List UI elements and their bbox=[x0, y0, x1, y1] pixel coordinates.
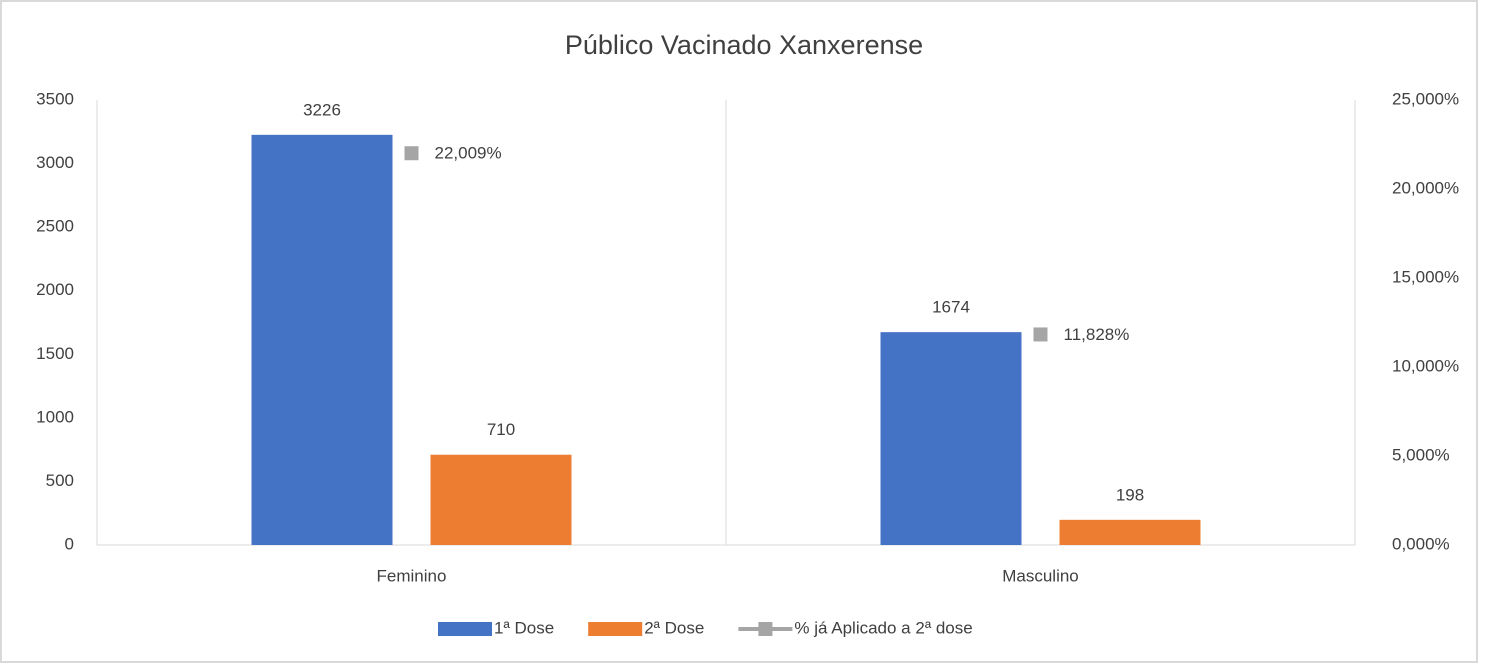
legend-label: 2ª Dose bbox=[644, 618, 704, 637]
y-tick-label: 1500 bbox=[36, 344, 74, 363]
chart-title: Público Vacinado Xanxerense bbox=[565, 30, 923, 60]
legend-label: % já Aplicado a 2ª dose bbox=[794, 618, 972, 637]
y-tick-label: 2000 bbox=[36, 280, 74, 299]
data-label: 3226 bbox=[303, 100, 341, 119]
y2-tick-label: 20,000% bbox=[1392, 178, 1459, 197]
y-tick-label: 0 bbox=[65, 534, 74, 553]
data-label: 198 bbox=[1116, 485, 1144, 504]
x-tick-label: Feminino bbox=[377, 566, 447, 585]
x-tick-label: Masculino bbox=[1002, 566, 1079, 585]
marker bbox=[1033, 327, 1048, 342]
y2-tick-label: 10,000% bbox=[1392, 356, 1459, 375]
y2-tick-label: 0,000% bbox=[1392, 534, 1450, 553]
y-tick-label: 2500 bbox=[36, 217, 74, 236]
y2-tick-label: 5,000% bbox=[1392, 445, 1450, 464]
bar bbox=[251, 134, 393, 545]
legend-swatch bbox=[438, 622, 492, 636]
legend-swatch bbox=[588, 622, 643, 636]
bar bbox=[880, 332, 1022, 545]
bar bbox=[430, 454, 572, 545]
y2-tick-label: 15,000% bbox=[1392, 267, 1459, 286]
data-label: 11,828% bbox=[1064, 325, 1130, 344]
y-tick-label: 1000 bbox=[36, 407, 74, 426]
y-tick-label: 3000 bbox=[36, 153, 74, 172]
y-tick-label: 3500 bbox=[36, 89, 74, 108]
legend-marker bbox=[758, 622, 773, 636]
data-label: 1674 bbox=[932, 298, 970, 317]
y-tick-label: 500 bbox=[46, 471, 74, 490]
marker bbox=[404, 146, 419, 161]
data-label: 710 bbox=[487, 420, 515, 439]
data-label: 22,009% bbox=[435, 144, 502, 163]
bar bbox=[1059, 519, 1201, 545]
legend-label: 1ª Dose bbox=[494, 618, 554, 637]
y2-tick-label: 25,000% bbox=[1392, 89, 1459, 108]
